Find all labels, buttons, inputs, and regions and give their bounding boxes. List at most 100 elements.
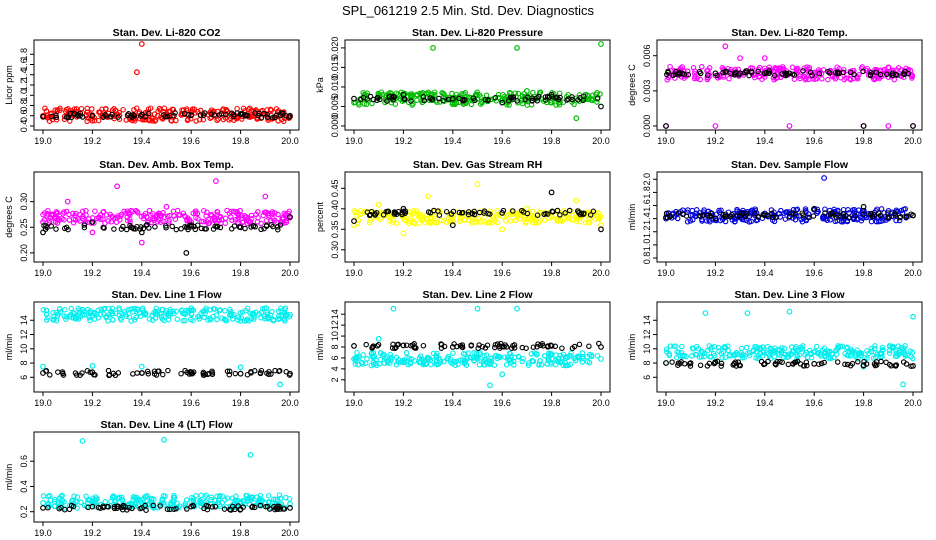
data-point: [736, 362, 742, 368]
data-point: [746, 352, 753, 358]
data-point: [61, 313, 68, 319]
data-point: [67, 110, 74, 117]
data-point: [872, 75, 879, 82]
data-point: [386, 218, 393, 224]
data-point: [785, 351, 791, 357]
data-point: [94, 311, 100, 317]
data-point: [232, 506, 238, 513]
data-point: [172, 216, 179, 222]
data-point: [156, 105, 163, 112]
x-tick-label: 19.6: [805, 136, 823, 146]
plot-frame: [656, 171, 923, 263]
data-point: [821, 359, 827, 366]
data-point: [218, 111, 225, 117]
data-point: [400, 230, 407, 237]
panel-title: Stan. Dev. Li-820 CO2: [113, 27, 221, 39]
data-point: [261, 313, 267, 320]
data-point: [436, 212, 443, 218]
data-point: [272, 496, 279, 503]
data-point: [246, 318, 252, 324]
y-axis-label: ml/min: [627, 334, 637, 361]
data-point: [131, 113, 137, 119]
data-point: [776, 211, 782, 217]
y-tick-label: 0.25: [19, 218, 29, 236]
data-point: [488, 355, 495, 361]
data-point: [382, 97, 389, 103]
y-tick-label: 1.8: [19, 48, 29, 61]
data-point: [65, 106, 71, 112]
data-point: [666, 352, 673, 359]
data-point: [226, 210, 233, 216]
data-point: [671, 343, 677, 349]
data-point: [377, 356, 384, 363]
data-point: [162, 114, 168, 120]
data-point: [103, 113, 109, 119]
data-point: [857, 214, 864, 221]
data-point: [155, 113, 161, 119]
data-point: [702, 310, 709, 317]
data-point: [712, 123, 719, 129]
y-tick-label: 12: [19, 330, 29, 340]
data-point: [460, 96, 466, 103]
data-point: [425, 356, 432, 362]
data-point: [66, 506, 73, 513]
data-point: [827, 348, 833, 355]
data-point: [146, 316, 153, 322]
data-point: [902, 68, 908, 75]
data-point: [785, 361, 792, 368]
data-point: [816, 70, 823, 77]
y-axis-label: Licor ppm: [4, 65, 14, 105]
data-point: [85, 306, 91, 313]
data-point: [366, 219, 373, 226]
data-point: [71, 310, 78, 316]
data-point: [412, 220, 418, 227]
data-point: [237, 318, 244, 324]
data-point: [131, 494, 138, 501]
data-point: [524, 102, 531, 108]
y-tick-label: 1.0: [642, 239, 652, 252]
y-tick-label: 12: [330, 320, 340, 330]
data-point: [155, 368, 161, 374]
data-point: [364, 96, 370, 102]
data-point: [149, 317, 156, 324]
data-point: [142, 210, 149, 217]
data-point: [765, 70, 771, 76]
data-point: [61, 209, 67, 215]
data-point: [499, 99, 506, 106]
data-point: [91, 310, 97, 316]
data-point: [782, 216, 789, 222]
data-point: [70, 315, 76, 321]
y-tick-label: 1.4: [19, 68, 29, 81]
data-point: [89, 369, 96, 376]
data-point: [255, 209, 261, 215]
data-point: [277, 495, 284, 502]
data-point: [712, 70, 719, 77]
data-point: [369, 344, 376, 350]
data-point: [249, 504, 255, 510]
data-point: [737, 70, 743, 77]
data-point: [47, 372, 53, 378]
data-point: [52, 219, 59, 225]
y-axis-label: ml/min: [627, 204, 637, 231]
data-point: [680, 211, 686, 218]
data-point: [576, 341, 583, 348]
data-point: [227, 306, 233, 313]
y-tick-label: 1.2: [642, 226, 652, 239]
data-point: [163, 308, 170, 314]
x-tick-label: 19.8: [543, 398, 561, 408]
y-tick-label: 0.35: [330, 221, 340, 239]
panel-title: Stan. Dev. Gas Stream RH: [413, 159, 542, 171]
data-point: [89, 229, 96, 236]
data-point: [152, 224, 158, 230]
data-point: [264, 503, 271, 510]
data-point: [907, 348, 913, 354]
data-point: [81, 222, 88, 228]
data-point: [490, 216, 496, 222]
data-point: [901, 345, 907, 352]
data-point: [413, 208, 420, 214]
data-point: [220, 106, 227, 112]
data-point: [516, 354, 522, 360]
data-point: [507, 94, 514, 101]
data-point: [784, 209, 790, 215]
panel-title: Stan. Dev. Sample Flow: [731, 159, 849, 171]
